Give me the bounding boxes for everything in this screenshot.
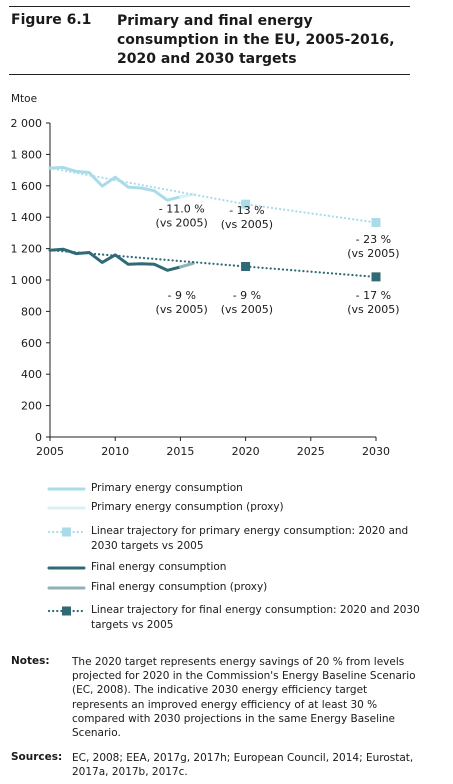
annotation-line: - 13 % (229, 204, 264, 217)
notes-label: Notes: (11, 655, 50, 667)
x-tick-label: 2030 (362, 445, 390, 458)
y-tick-label: 1 800 (11, 148, 43, 161)
legend-swatch (47, 506, 86, 510)
series-line-5 (178, 261, 195, 269)
sources-label: Sources: (11, 751, 63, 763)
annotation-line: - 23 % (356, 233, 391, 246)
legend-label: Final energy consumption (91, 561, 227, 573)
annotation-line: (vs 2005) (156, 303, 208, 316)
target-marker (241, 199, 251, 209)
y-tick-label: 600 (21, 337, 42, 350)
legend-label: Final energy consumption (proxy) (91, 581, 268, 593)
legend-label: Linear trajectory for final energy consu… (91, 604, 420, 631)
annotation-line: (vs 2005) (347, 247, 399, 260)
annotation-line: - 9 % (167, 289, 195, 302)
legend-swatch (47, 586, 86, 590)
title-rule (9, 74, 410, 75)
y-tick-label: 1 000 (11, 274, 43, 287)
target-marker (371, 218, 381, 228)
line-chart: 0 200 400 600 800 1 000 1 200 1 400 1 600 1 800 2 … (11, 117, 400, 458)
sources-text: EC, 2008; EEA, 2017g, 2017h; European Co… (72, 752, 414, 779)
x-tick-label: 2010 (101, 445, 129, 458)
target-marker (371, 272, 381, 282)
figure-title: Primary and final energy consumption in … (117, 13, 395, 67)
y-tick-label: 800 (21, 305, 42, 318)
legend-swatch-marker (62, 606, 71, 616)
figure-number: Figure 6.1 (11, 12, 92, 28)
legend-swatch-marker (62, 527, 71, 537)
annotation-line: - 11.0 % (159, 202, 205, 215)
y-tick-label: 1 400 (11, 211, 43, 224)
y-tick-label: 2 000 (11, 117, 43, 130)
annotation-line: (vs 2005) (156, 216, 208, 229)
annotation-label: - 23 % (vs 2005) (347, 233, 399, 260)
annotation-label: - 11.0 % (vs 2005) (156, 202, 208, 229)
annotation-label: - 17 % (vs 2005) (347, 289, 399, 316)
y-tick-label: 1 600 (11, 180, 43, 193)
top-rule (9, 6, 410, 7)
annotation-line: (vs 2005) (221, 303, 273, 316)
series-line-3 (48, 166, 378, 224)
legend-swatch (47, 487, 86, 491)
annotation-label: - 9 % (vs 2005) (156, 289, 208, 316)
annotation-line: - 17 % (356, 289, 391, 302)
target-marker (241, 261, 251, 271)
annotation-line: - 9 % (233, 289, 261, 302)
annotation-line: (vs 2005) (221, 218, 273, 231)
legend-swatch (47, 527, 86, 537)
x-tick-label: 2025 (297, 445, 325, 458)
y-tick-label: 200 (21, 400, 42, 413)
annotation-label: - 9 % (vs 2005) (221, 289, 273, 316)
series-line-6 (48, 249, 378, 278)
y-tick-label: 400 (21, 368, 42, 381)
annotation-line: (vs 2005) (347, 303, 399, 316)
legend-label: Primary energy consumption (91, 482, 243, 494)
legend-swatch (47, 566, 86, 570)
legend-label: Linear trajectory for primary energy con… (91, 525, 409, 552)
x-tick-label: 2005 (36, 445, 64, 458)
legend-swatch (47, 606, 86, 616)
annotation-label: - 13 % (vs 2005) (221, 204, 273, 231)
y-tick-label: 1 200 (11, 243, 43, 256)
x-tick-label: 2020 (232, 445, 260, 458)
series-line-1 (48, 165, 182, 202)
legend-label: Primary energy consumption (proxy) (91, 501, 284, 513)
y-tick-label: 0 (35, 431, 42, 444)
y-axis-unit: Mtoe (11, 93, 38, 105)
notes-text: The 2020 target represents energy saving… (72, 656, 416, 740)
x-tick-label: 2015 (166, 445, 194, 458)
